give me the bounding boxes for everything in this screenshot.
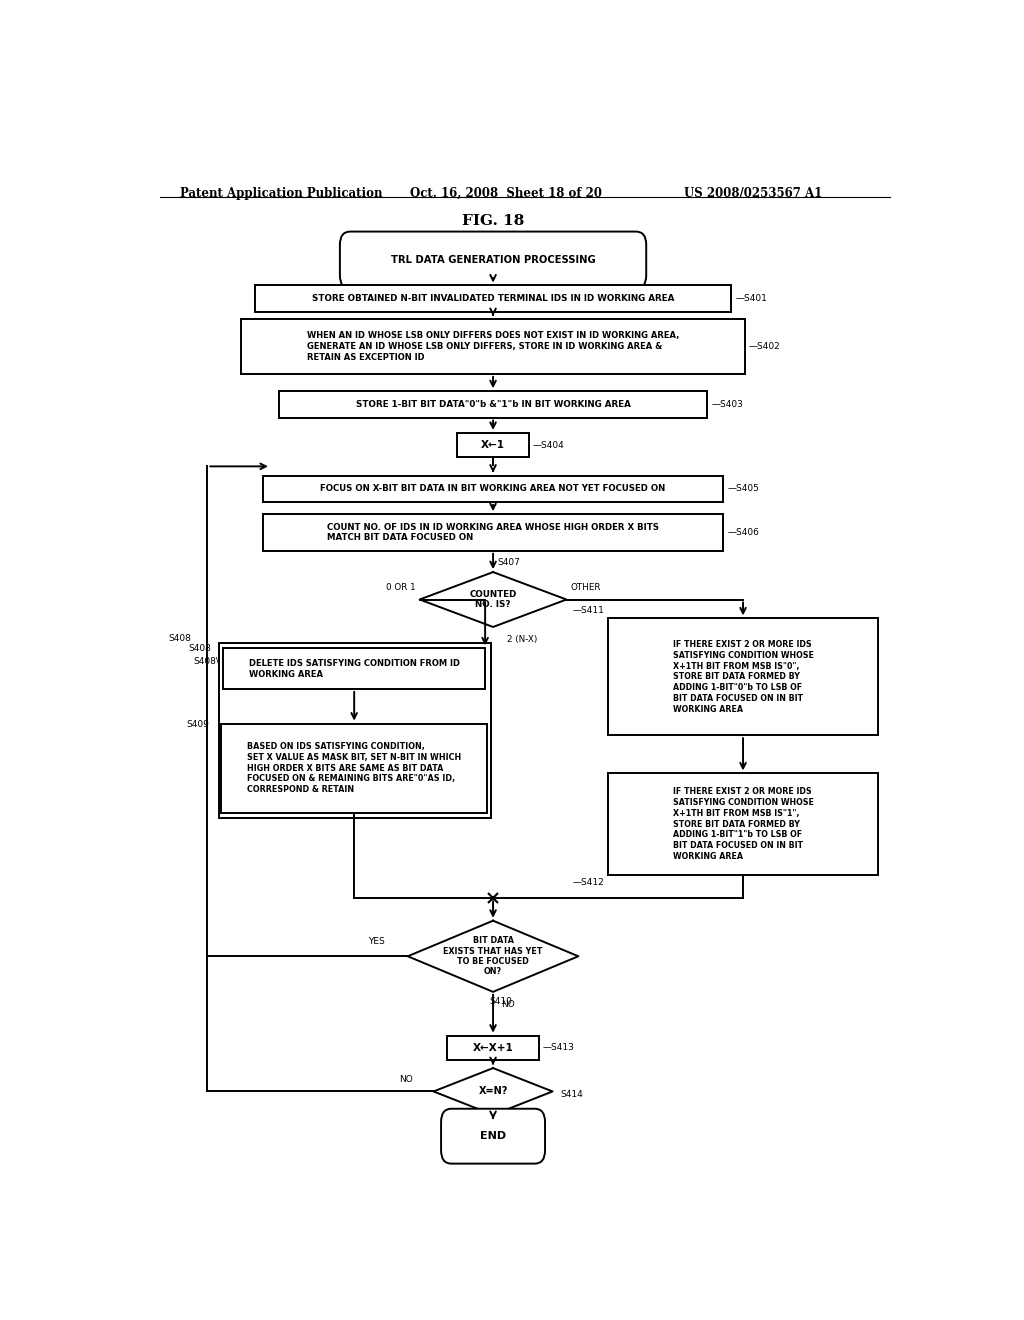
Bar: [608, 618, 878, 735]
Text: YES: YES: [503, 1121, 519, 1130]
Text: S407: S407: [497, 558, 520, 568]
Text: FIG. 18: FIG. 18: [462, 214, 524, 228]
FancyBboxPatch shape: [441, 1109, 545, 1164]
Text: S409: S409: [186, 721, 209, 730]
Text: S408\: S408\: [194, 656, 219, 665]
Text: STORE 1-BIT BIT DATA"0"b &"1"b IN BIT WORKING AREA: STORE 1-BIT BIT DATA"0"b &"1"b IN BIT WO…: [355, 400, 631, 409]
Text: —S406: —S406: [727, 528, 759, 537]
Text: COUNTED
NO. IS?: COUNTED NO. IS?: [469, 590, 517, 610]
Text: COUNT NO. OF IDS IN ID WORKING AREA WHOSE HIGH ORDER X BITS
MATCH BIT DATA FOCUS: COUNT NO. OF IDS IN ID WORKING AREA WHOS…: [327, 523, 659, 543]
Text: DELETE IDS SATISFYING CONDITION FROM ID
WORKING AREA: DELETE IDS SATISFYING CONDITION FROM ID …: [249, 659, 460, 678]
Text: STORE OBTAINED N-BIT INVALIDATED TERMINAL IDS IN ID WORKING AREA: STORE OBTAINED N-BIT INVALIDATED TERMINA…: [312, 294, 674, 304]
Bar: [241, 319, 745, 374]
Text: NO: NO: [501, 1001, 515, 1008]
Bar: [219, 643, 492, 818]
Text: S410: S410: [489, 997, 512, 1006]
Text: S414: S414: [560, 1090, 584, 1100]
Text: —S413: —S413: [543, 1043, 574, 1052]
Polygon shape: [420, 572, 566, 627]
Text: NO: NO: [399, 1074, 413, 1084]
Text: S408: S408: [169, 634, 191, 643]
Bar: [447, 1036, 539, 1060]
Bar: [221, 723, 487, 813]
Text: S408: S408: [188, 644, 211, 653]
Text: —S403: —S403: [712, 400, 743, 409]
Text: Oct. 16, 2008  Sheet 18 of 20: Oct. 16, 2008 Sheet 18 of 20: [410, 187, 602, 199]
Text: OTHER: OTHER: [570, 583, 601, 591]
Bar: [279, 391, 708, 417]
Text: —S411: —S411: [572, 606, 604, 615]
Bar: [255, 285, 731, 312]
Text: 0 OR 1: 0 OR 1: [386, 583, 416, 591]
FancyBboxPatch shape: [340, 231, 646, 289]
Text: FOCUS ON X-BIT BIT DATA IN BIT WORKING AREA NOT YET FOCUSED ON: FOCUS ON X-BIT BIT DATA IN BIT WORKING A…: [321, 484, 666, 494]
Text: END: END: [480, 1131, 506, 1142]
Text: WHEN AN ID WHOSE LSB ONLY DIFFERS DOES NOT EXIST IN ID WORKING AREA,
GENERATE AN: WHEN AN ID WHOSE LSB ONLY DIFFERS DOES N…: [307, 331, 679, 362]
Text: —S404: —S404: [532, 441, 564, 450]
Bar: [608, 774, 878, 875]
Text: Patent Application Publication: Patent Application Publication: [179, 187, 382, 199]
Text: IF THERE EXIST 2 OR MORE IDS
SATISFYING CONDITION WHOSE
X+1TH BIT FROM MSB IS"0": IF THERE EXIST 2 OR MORE IDS SATISFYING …: [673, 640, 813, 714]
Text: —S401: —S401: [735, 294, 767, 304]
Polygon shape: [433, 1068, 553, 1115]
Text: YES: YES: [368, 936, 384, 945]
Bar: [263, 515, 723, 550]
Bar: [223, 648, 485, 689]
Bar: [263, 475, 723, 502]
Text: BASED ON IDS SATISFYING CONDITION,
SET X VALUE AS MASK BIT, SET N-BIT IN WHICH
H: BASED ON IDS SATISFYING CONDITION, SET X…: [247, 742, 461, 795]
Text: 2 (N-X): 2 (N-X): [507, 635, 538, 644]
Text: X←X+1: X←X+1: [473, 1043, 513, 1053]
Text: —S402: —S402: [749, 342, 780, 351]
Text: TRL DATA GENERATION PROCESSING: TRL DATA GENERATION PROCESSING: [391, 255, 595, 265]
Text: —S412: —S412: [572, 878, 604, 887]
Bar: [458, 433, 528, 457]
Text: BIT DATA
EXISTS THAT HAS YET
TO BE FOCUSED
ON?: BIT DATA EXISTS THAT HAS YET TO BE FOCUS…: [443, 936, 543, 977]
Text: US 2008/0253567 A1: US 2008/0253567 A1: [684, 187, 822, 199]
Text: IF THERE EXIST 2 OR MORE IDS
SATISFYING CONDITION WHOSE
X+1TH BIT FROM MSB IS"1": IF THERE EXIST 2 OR MORE IDS SATISFYING …: [673, 788, 813, 861]
Text: X=N?: X=N?: [478, 1086, 508, 1097]
Polygon shape: [408, 921, 579, 991]
Text: —S405: —S405: [727, 484, 759, 494]
Text: X←1: X←1: [481, 440, 505, 450]
